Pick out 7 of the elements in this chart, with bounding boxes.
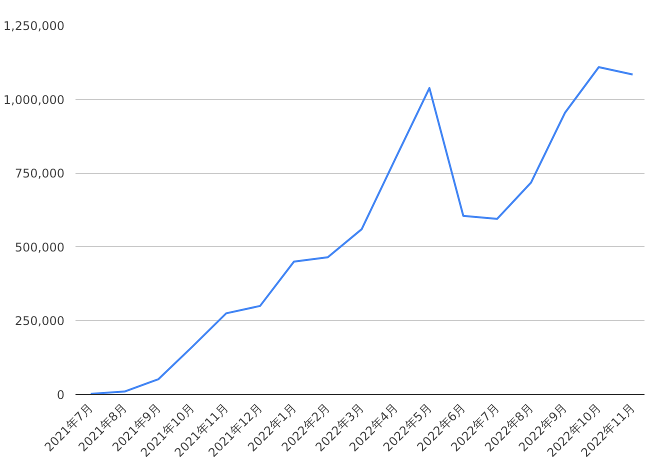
- y-tick-label: 1,250,000: [3, 19, 65, 33]
- y-tick-label: 1,000,000: [3, 92, 65, 107]
- y-tick-label: 500,000: [14, 240, 64, 254]
- y-tick-label: 750,000: [14, 166, 64, 181]
- y-tick-label: 250,000: [14, 314, 64, 328]
- y-tick-label: 0: [56, 388, 65, 402]
- line-series: [90, 66, 634, 394]
